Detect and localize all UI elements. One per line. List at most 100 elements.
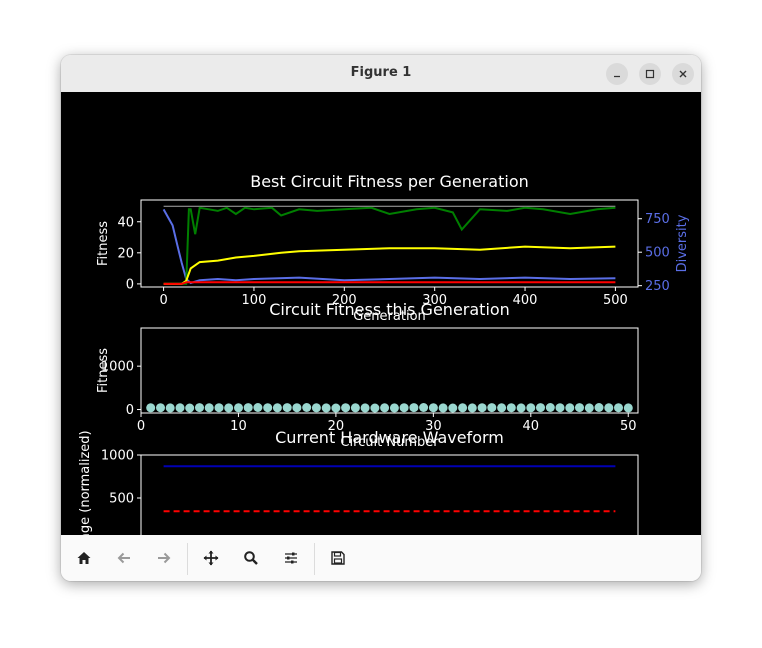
x-tick-label: 20	[328, 419, 345, 434]
scatter-point	[623, 403, 633, 413]
scatter-point	[477, 403, 487, 413]
magnifier-icon	[244, 551, 258, 565]
toolbar-separator	[187, 543, 188, 575]
chart-title: Current Hardware Waveform	[275, 428, 504, 447]
close-button[interactable]	[672, 63, 694, 85]
chart-title: Circuit Fitness this Generation	[269, 300, 510, 319]
scatter-point	[195, 403, 204, 413]
minimize-icon	[614, 75, 620, 78]
scatter-point	[272, 403, 282, 413]
series-diversity	[162, 208, 616, 285]
scatter-point	[263, 403, 273, 413]
scatter-point	[565, 403, 575, 413]
x-tick-label: 0	[137, 419, 145, 434]
scatter-point	[428, 403, 438, 413]
scatter-point	[594, 403, 604, 412]
axes-frame	[140, 327, 639, 414]
x-tick-label: 40	[523, 419, 540, 434]
move-icon	[203, 550, 219, 566]
x-tick-label: 10	[230, 419, 247, 434]
axes-frame	[140, 199, 639, 288]
sliders-icon	[285, 552, 297, 564]
y-tick-label: 1000	[101, 360, 134, 375]
floppy-disk-icon	[331, 551, 345, 565]
scatter-point	[389, 403, 399, 413]
y-axis-label: Fitness	[96, 348, 111, 393]
y-tick-label: 40	[117, 215, 134, 230]
scatter-point	[156, 403, 165, 413]
series-fitness-max	[163, 206, 616, 285]
y-tick-label: 1000	[101, 449, 134, 464]
y-tick-label: 20	[117, 246, 134, 261]
home-button[interactable]	[71, 545, 97, 571]
scatter-point	[380, 403, 390, 413]
scatter-point	[575, 403, 584, 413]
scatter-point	[399, 403, 409, 413]
y2-axis-label: Diversity	[675, 214, 690, 272]
y-tick-label: 0	[126, 277, 134, 292]
minimize-button[interactable]	[606, 63, 628, 85]
zoom-button[interactable]	[238, 545, 264, 571]
scatter-point	[302, 403, 312, 412]
maximize-icon	[645, 69, 655, 79]
scatter-point	[292, 403, 302, 413]
y2-tick-label: 500	[645, 246, 670, 261]
scatter-point	[321, 403, 331, 413]
scatter-point	[234, 403, 243, 413]
pan-button[interactable]	[198, 545, 224, 571]
scatter-point	[350, 403, 360, 413]
x-tick-label: 400	[513, 293, 538, 308]
scatter-point	[214, 403, 224, 413]
save-button[interactable]	[325, 545, 351, 571]
window-title: Figure 1	[350, 65, 412, 80]
scatter-point	[487, 403, 497, 413]
scatter-point	[555, 403, 565, 413]
scatter-point	[604, 403, 614, 413]
back-button[interactable]	[111, 545, 137, 571]
x-tick-label: 300	[422, 293, 447, 308]
close-icon	[679, 70, 687, 78]
y-tick-label: 500	[109, 492, 134, 507]
chart-title: Best Circuit Fitness per Generation	[250, 172, 529, 191]
scatter-point	[175, 403, 185, 413]
scatter-point	[448, 403, 458, 413]
scatter-point	[545, 403, 555, 412]
scatter-point	[516, 403, 526, 413]
scatter-point	[360, 403, 370, 413]
figure-window: Figure 1 0 100 200 300 400 500 0 20 40 Best Circu…	[61, 55, 701, 581]
scatter-point	[536, 403, 545, 413]
y-tick-label: 0	[126, 403, 134, 418]
maximize-button[interactable]	[639, 63, 661, 85]
scatter-point	[526, 403, 536, 413]
scatter-point	[331, 403, 341, 413]
scatter-point	[282, 403, 292, 413]
scatter-point	[224, 403, 234, 413]
figure-canvas[interactable]: 0 100 200 300 400 500 0 20 40 Best Circuit Fitnes…	[61, 92, 701, 535]
scatter-point	[506, 403, 516, 413]
forward-button[interactable]	[151, 545, 177, 571]
configure-subplots-button[interactable]	[278, 545, 304, 571]
scatter-point	[409, 403, 419, 413]
toolbar-separator	[314, 543, 315, 575]
series-fitness-min	[163, 281, 616, 285]
scatter-point	[467, 403, 477, 413]
x-axis-label: Circuit Number	[340, 435, 439, 450]
x-tick-label: 100	[242, 293, 267, 308]
x-tick-label: 30	[425, 419, 442, 434]
title-bar[interactable]: Figure 1	[61, 55, 701, 93]
x-tick-label: 500	[603, 293, 628, 308]
x-tick-label: 0	[159, 293, 167, 308]
scatter-point	[311, 403, 321, 413]
arrow-left-icon	[117, 552, 130, 564]
scatter-point	[243, 403, 253, 413]
scatter-point	[185, 403, 195, 413]
x-axis-label: Generation	[353, 309, 426, 324]
scatter-point	[253, 403, 263, 412]
scatter-point	[146, 403, 156, 413]
x-tick-label: 50	[620, 419, 637, 434]
home-icon	[77, 552, 91, 564]
scatter-point	[458, 403, 468, 413]
arrow-right-icon	[158, 552, 171, 564]
scatter-point	[584, 403, 594, 413]
